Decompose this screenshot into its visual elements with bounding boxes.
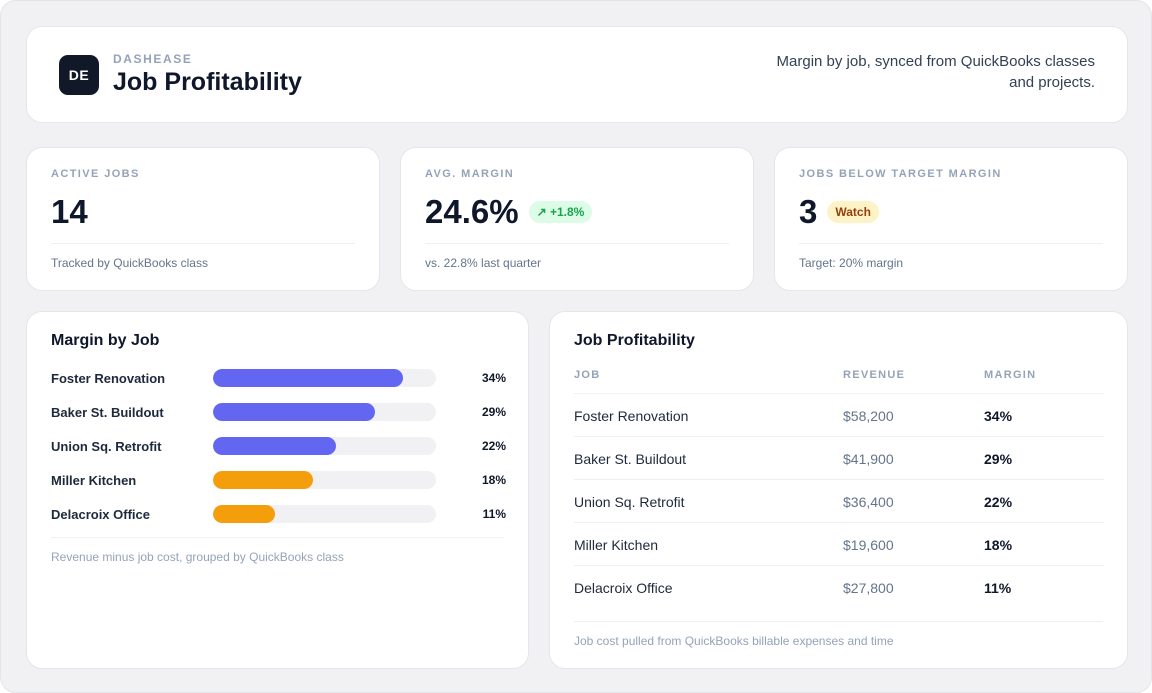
margin-cell: 34% xyxy=(984,408,1013,424)
bar-track xyxy=(213,505,436,523)
section-title: Job Profitability xyxy=(574,332,695,349)
bar-fill xyxy=(213,505,276,523)
kpi-card-active-jobs: ACTIVE JOBS 14 Tracked by QuickBooks cla… xyxy=(26,147,380,291)
bar-row: Foster Renovation 34% xyxy=(51,368,506,388)
margin-cell: 29% xyxy=(984,451,1013,467)
bar-fill xyxy=(213,369,403,387)
section-title: Margin by Job xyxy=(51,332,160,349)
revenue-cell: $27,800 xyxy=(843,580,894,596)
column-header-job[interactable]: JOB xyxy=(574,369,601,381)
table-row[interactable]: Delacroix Office $27,800 11% xyxy=(574,565,1104,608)
margin-by-job-card: Margin by Job Foster Renovation 34% Bake… xyxy=(26,311,529,669)
bar-value: 34% xyxy=(481,371,506,385)
kpi-label: AVG. MARGIN xyxy=(425,168,515,180)
status-badge: Watch xyxy=(827,201,879,223)
job-profitability-table-card: Job Profitability JOB REVENUE MARGIN Fos… xyxy=(549,311,1128,669)
bar-label: Delacroix Office xyxy=(51,507,150,522)
bar-fill xyxy=(213,437,336,455)
trend-up-badge: ↗ +1.8% xyxy=(528,201,593,223)
revenue-cell: $19,600 xyxy=(843,537,894,553)
table-row[interactable]: Foster Renovation $58,200 34% xyxy=(574,393,1104,436)
bar-row: Union Sq. Retrofit 22% xyxy=(51,436,506,456)
bar-row: Miller Kitchen 18% xyxy=(51,470,506,490)
margin-cell: 22% xyxy=(984,494,1013,510)
bar-row: Baker St. Buildout 29% xyxy=(51,402,506,422)
margin-cell: 11% xyxy=(984,580,1012,596)
kpi-card-avg-margin: AVG. MARGIN 24.6% ↗ +1.8% vs. 22.8% last… xyxy=(400,147,754,291)
revenue-cell: $36,400 xyxy=(843,494,894,510)
bar-track xyxy=(213,471,436,489)
kpi-footnote: Tracked by QuickBooks class xyxy=(51,256,208,270)
job-cell: Union Sq. Retrofit xyxy=(574,494,685,510)
bar-row: Delacroix Office 11% xyxy=(51,504,506,524)
brand-logo: DE xyxy=(59,55,99,95)
page-subtitle: Margin by job, synced from QuickBooks cl… xyxy=(776,53,1095,91)
page-header: DE DASHEASE Job Profitability Margin by … xyxy=(26,26,1128,123)
card-footnote: Job cost pulled from QuickBooks billable… xyxy=(574,634,894,648)
job-cell: Delacroix Office xyxy=(574,580,673,596)
divider xyxy=(51,243,355,244)
table-row[interactable]: Union Sq. Retrofit $36,400 22% xyxy=(574,479,1104,522)
kpi-value: 24.6% xyxy=(425,193,519,230)
kpi-footnote: vs. 22.8% last quarter xyxy=(425,256,542,270)
brand-name: DASHEASE xyxy=(113,52,193,66)
revenue-cell: $58,200 xyxy=(843,408,894,424)
job-cell: Miller Kitchen xyxy=(574,537,659,553)
divider xyxy=(425,243,729,244)
bar-fill xyxy=(213,471,314,489)
column-header-revenue[interactable]: REVENUE xyxy=(843,369,906,381)
bar-fill xyxy=(213,403,375,421)
bar-value: 22% xyxy=(481,439,506,453)
bar-label: Miller Kitchen xyxy=(51,473,137,488)
kpi-card-below-target: JOBS BELOW TARGET MARGIN 3 Watch Target:… xyxy=(774,147,1128,291)
bar-label: Baker St. Buildout xyxy=(51,405,164,420)
bar-value: 18% xyxy=(481,473,506,487)
bar-value: 11% xyxy=(482,507,506,521)
job-cell: Baker St. Buildout xyxy=(574,451,687,467)
job-cell: Foster Renovation xyxy=(574,408,689,424)
page-title: Job Profitability xyxy=(113,68,302,96)
kpi-value: 14 xyxy=(51,193,88,230)
bar-track xyxy=(213,437,436,455)
divider xyxy=(51,537,504,538)
bar-value: 29% xyxy=(481,405,506,419)
bar-track xyxy=(213,369,436,387)
kpi-label: JOBS BELOW TARGET MARGIN xyxy=(799,168,1002,180)
bar-track xyxy=(213,403,436,421)
bar-label: Foster Renovation xyxy=(51,371,166,386)
margin-cell: 18% xyxy=(984,537,1013,553)
divider xyxy=(799,243,1103,244)
table-row[interactable]: Baker St. Buildout $41,900 29% xyxy=(574,436,1104,479)
kpi-value: 3 xyxy=(799,193,818,230)
kpi-label: ACTIVE JOBS xyxy=(51,168,140,180)
column-header-margin[interactable]: MARGIN xyxy=(984,369,1037,381)
card-footnote: Revenue minus job cost, grouped by Quick… xyxy=(51,550,344,564)
table-row[interactable]: Miller Kitchen $19,600 18% xyxy=(574,522,1104,565)
bar-label: Union Sq. Retrofit xyxy=(51,439,162,454)
divider xyxy=(574,621,1103,622)
kpi-footnote: Target: 20% margin xyxy=(799,256,904,270)
revenue-cell: $41,900 xyxy=(843,451,894,467)
